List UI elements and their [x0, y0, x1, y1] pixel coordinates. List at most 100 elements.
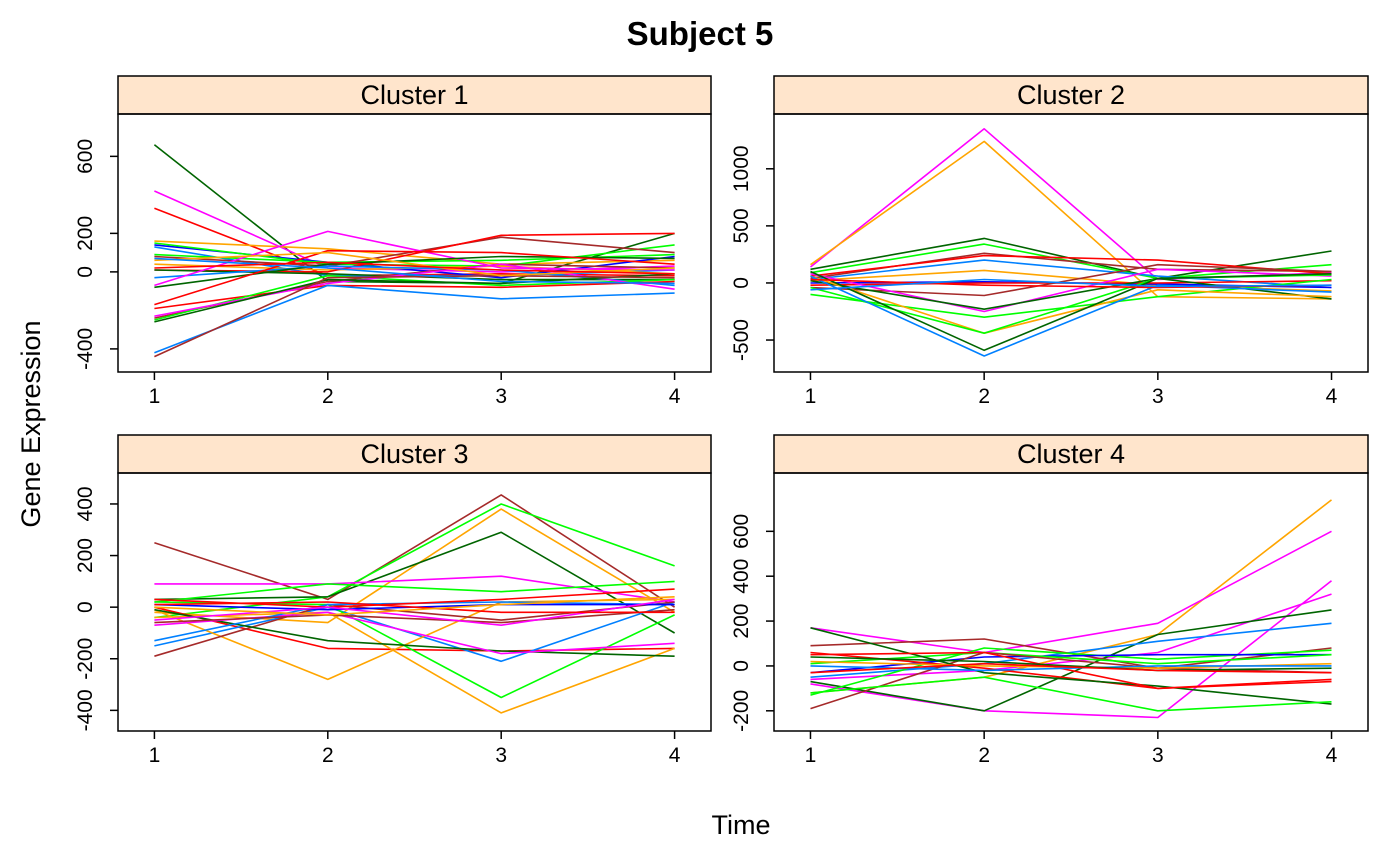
strip-background [117, 75, 712, 115]
panel-frame [773, 472, 1369, 732]
series-line [810, 254, 1332, 277]
y-tick-label: 400 [730, 559, 753, 594]
panel-frame [773, 113, 1369, 373]
x-tick-label: 4 [669, 385, 681, 408]
strip-label: Cluster 4 [1017, 439, 1125, 469]
series-line [810, 622, 1332, 678]
series-line [810, 609, 1332, 712]
y-tick-label: 1000 [730, 145, 753, 192]
x-axis-label: Time [712, 810, 771, 840]
panel-2: Cluster 2 1 2 3 4 -500 0 500 1000 [730, 75, 1369, 408]
y-tick-label: 500 [730, 208, 753, 243]
strip-background [773, 75, 1369, 115]
series-line [154, 230, 675, 287]
x-tick-label: 3 [1152, 744, 1164, 767]
y-axis-label: Gene Expression [16, 320, 46, 527]
series-group [153, 144, 675, 358]
series-line [810, 140, 1332, 300]
strip-background [117, 434, 712, 474]
panel-frame [117, 113, 712, 373]
y-tick-label: 0 [730, 277, 753, 289]
y-tick-label: -400 [74, 328, 97, 370]
y-tick-label: 200 [74, 538, 97, 573]
strip-label: Cluster 2 [1017, 80, 1125, 110]
strip-label: Cluster 3 [360, 439, 468, 469]
series-line [154, 601, 675, 614]
x-tick-label: 2 [322, 385, 334, 408]
y-tick-label: 0 [74, 601, 97, 613]
series-line [154, 575, 675, 603]
series-line [810, 263, 1332, 297]
series-group [154, 494, 676, 714]
series-line [154, 606, 675, 652]
y-tick-label: 400 [74, 486, 97, 521]
series-line [154, 508, 676, 624]
series-line [154, 273, 675, 323]
series-line [154, 531, 676, 634]
x-tick-label: 1 [805, 744, 817, 767]
series-line [154, 611, 675, 714]
series-line [810, 275, 1332, 357]
series-line [154, 274, 675, 358]
panel-1: Cluster 1 1 2 3 4 -400 0 200 600 [74, 75, 712, 408]
series-line [154, 242, 675, 267]
x-tick-label: 3 [1152, 385, 1164, 408]
series-line [810, 651, 1332, 690]
strip-label: Cluster 1 [360, 80, 468, 110]
series-line [154, 265, 675, 287]
x-tick-label: 2 [978, 744, 990, 767]
y-tick-label: 0 [74, 266, 97, 278]
series-line [810, 268, 1332, 313]
series-line [154, 232, 675, 273]
series-line [810, 653, 1332, 674]
y-tick-label: -400 [74, 689, 97, 731]
series-line [154, 580, 675, 603]
x-tick-label: 1 [149, 744, 161, 767]
panel-3: Cluster 3 1 2 3 4 -400 -200 0 200 400 [74, 434, 712, 767]
y-tick-label: 200 [730, 604, 753, 639]
x-tick-label: 2 [978, 385, 990, 408]
y-tick-label: 600 [74, 139, 97, 174]
strip-background [773, 434, 1369, 474]
series-line [154, 601, 675, 657]
y-tick-label: -500 [730, 319, 753, 361]
series-line [154, 249, 675, 306]
series-line [154, 255, 675, 289]
series-line [810, 651, 1332, 710]
series-line [810, 580, 1332, 719]
series-line [810, 627, 1332, 705]
series-line [810, 278, 1332, 291]
series-line [810, 275, 1332, 335]
series-line [810, 530, 1332, 654]
series-line [154, 261, 675, 275]
series-line [154, 608, 675, 624]
chart-title: Subject 5 [627, 15, 774, 52]
series-line [810, 270, 1332, 352]
series-line [810, 662, 1332, 674]
series-line [154, 284, 675, 354]
x-tick-label: 1 [149, 385, 161, 408]
y-tick-label: 0 [730, 660, 753, 672]
series-line [154, 608, 675, 657]
y-tick-label: -200 [74, 638, 97, 680]
series-line [810, 656, 1332, 672]
series-group [810, 128, 1332, 357]
y-tick-label: 600 [730, 514, 753, 549]
series-line [154, 280, 675, 310]
series-line [154, 494, 676, 608]
x-tick-label: 4 [669, 744, 681, 767]
series-line [154, 601, 675, 663]
x-tick-label: 3 [495, 744, 507, 767]
x-tick-label: 4 [1326, 385, 1338, 408]
series-group [810, 499, 1332, 719]
series-line [810, 676, 1332, 712]
series-line [154, 596, 675, 616]
series-line [810, 593, 1332, 681]
panel-frame [117, 472, 712, 732]
x-tick-label: 1 [805, 385, 817, 408]
panel-4: Cluster 4 1 2 3 4 -200 0 200 400 600 [730, 434, 1369, 767]
series-line [154, 240, 675, 266]
y-tick-label: 200 [74, 216, 97, 251]
y-tick-label: -200 [730, 690, 753, 732]
